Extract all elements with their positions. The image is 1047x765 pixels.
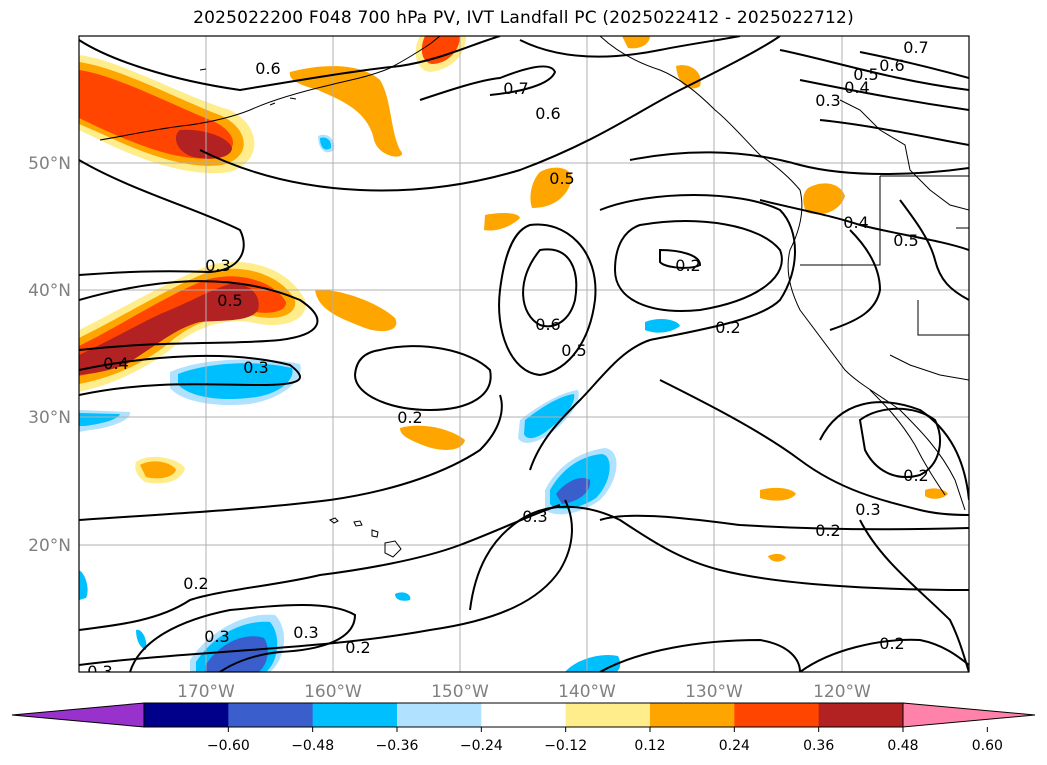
colorbar-tick-label: 0.36 — [803, 738, 834, 754]
contour-label: 0.7 — [903, 38, 928, 57]
colorbar-segment — [818, 703, 904, 727]
contour-label: 0.3 — [522, 507, 547, 526]
lon-label-120w: 120°W — [813, 682, 871, 702]
lat-label-20n: 20°N — [28, 536, 71, 556]
contour-label: 0.7 — [503, 79, 528, 98]
lon-label-130w: 130°W — [685, 682, 743, 702]
contour-label: 0.2 — [397, 408, 422, 427]
contour-label: 0.5 — [217, 291, 242, 310]
map-plot-area: 0.6 0.7 0.6 0.7 0.6 0.5 0.4 0.3 0.5 0.4 … — [79, 36, 969, 681]
contour-label: 0.2 — [815, 521, 840, 540]
colorbar-tick-label: 0.48 — [887, 738, 918, 754]
contour-label: 0.5 — [549, 169, 574, 188]
contour-label: 0.4 — [844, 78, 869, 97]
contour-label: 0.3 — [243, 358, 268, 377]
contour-label: 0.2 — [879, 634, 904, 653]
colorbar-tick-label: −0.24 — [460, 738, 503, 754]
colorbar-tick-label: −0.60 — [207, 738, 250, 754]
lat-label-40n: 40°N — [28, 281, 71, 301]
lat-label-50n: 50°N — [28, 154, 71, 174]
colorbar-tick-label: 0.24 — [719, 738, 750, 754]
map-frame — [78, 35, 970, 673]
colorbar-tick-label: −0.36 — [376, 738, 419, 754]
colorbar-segment — [650, 703, 735, 727]
colorbar-tick-label: 0.12 — [634, 738, 665, 754]
colorbar-segment — [312, 703, 398, 727]
colorbar-segment — [144, 703, 229, 727]
contour-label: 0.3 — [855, 500, 880, 519]
contour-label: 0.5 — [561, 341, 586, 360]
contour-label: 0.6 — [255, 59, 280, 78]
contour-label: 0.6 — [535, 315, 560, 334]
lon-label-140w: 140°W — [558, 682, 616, 702]
lat-label-30n: 30°N — [28, 408, 71, 428]
colorbar-tick-label: 0.60 — [972, 738, 1003, 754]
lon-label-170w: 170°W — [177, 682, 235, 702]
colorbar-segment — [734, 703, 820, 727]
contour-label: 0.4 — [843, 213, 868, 232]
colorbar-segment — [481, 703, 567, 727]
lon-label-160w: 160°W — [304, 682, 362, 702]
latitude-labels: 50°N 40°N 30°N 20°N — [28, 154, 71, 556]
colorbar-ticks: −0.60 −0.48 −0.36 −0.24 −0.12 0.12 0.24 0.36 0.4… — [207, 727, 1003, 754]
colorbar-segment — [397, 703, 482, 727]
contour-label: 0.6 — [535, 104, 560, 123]
colorbar-tick-label: −0.12 — [544, 738, 587, 754]
longitude-labels: 170°W 160°W 150°W 140°W 130°W 120°W — [177, 682, 871, 702]
colorbar — [11, 702, 1036, 728]
contour-label: 0.3 — [815, 91, 840, 110]
contour-label: 0.3 — [204, 627, 229, 646]
pv-shading — [79, 36, 948, 672]
contour-labels: 0.6 0.7 0.6 0.7 0.6 0.5 0.4 0.3 0.5 0.4 … — [87, 38, 928, 681]
contour-label: 0.5 — [853, 65, 878, 84]
contour-label: 0.2 — [183, 574, 208, 593]
colorbar-extend-high — [902, 702, 1036, 728]
lon-label-150w: 150°W — [431, 682, 489, 702]
pv-contours — [79, 36, 969, 672]
contour-label: 0.2 — [715, 318, 740, 337]
contour-label: 0.3 — [205, 256, 230, 275]
colorbar-extend-low — [11, 702, 145, 728]
colorbar-tick-label: −0.48 — [291, 738, 334, 754]
map-title: 2025022200 F048 700 hPa PV, IVT Landfall… — [193, 8, 854, 28]
contour-label: 0.2 — [675, 256, 700, 275]
colorbar-segment — [565, 703, 651, 727]
contour-label: 0.2 — [903, 466, 928, 485]
contour-label: 0.4 — [103, 354, 128, 373]
contour-label: 0.3 — [87, 662, 112, 681]
contour-label: 0.2 — [345, 638, 370, 657]
colorbar-segment — [228, 703, 314, 727]
contour-label: 0.6 — [879, 56, 904, 75]
colorbar-outline — [143, 702, 904, 728]
contour-label: 0.3 — [293, 623, 318, 642]
contour-label: 0.5 — [893, 231, 918, 250]
